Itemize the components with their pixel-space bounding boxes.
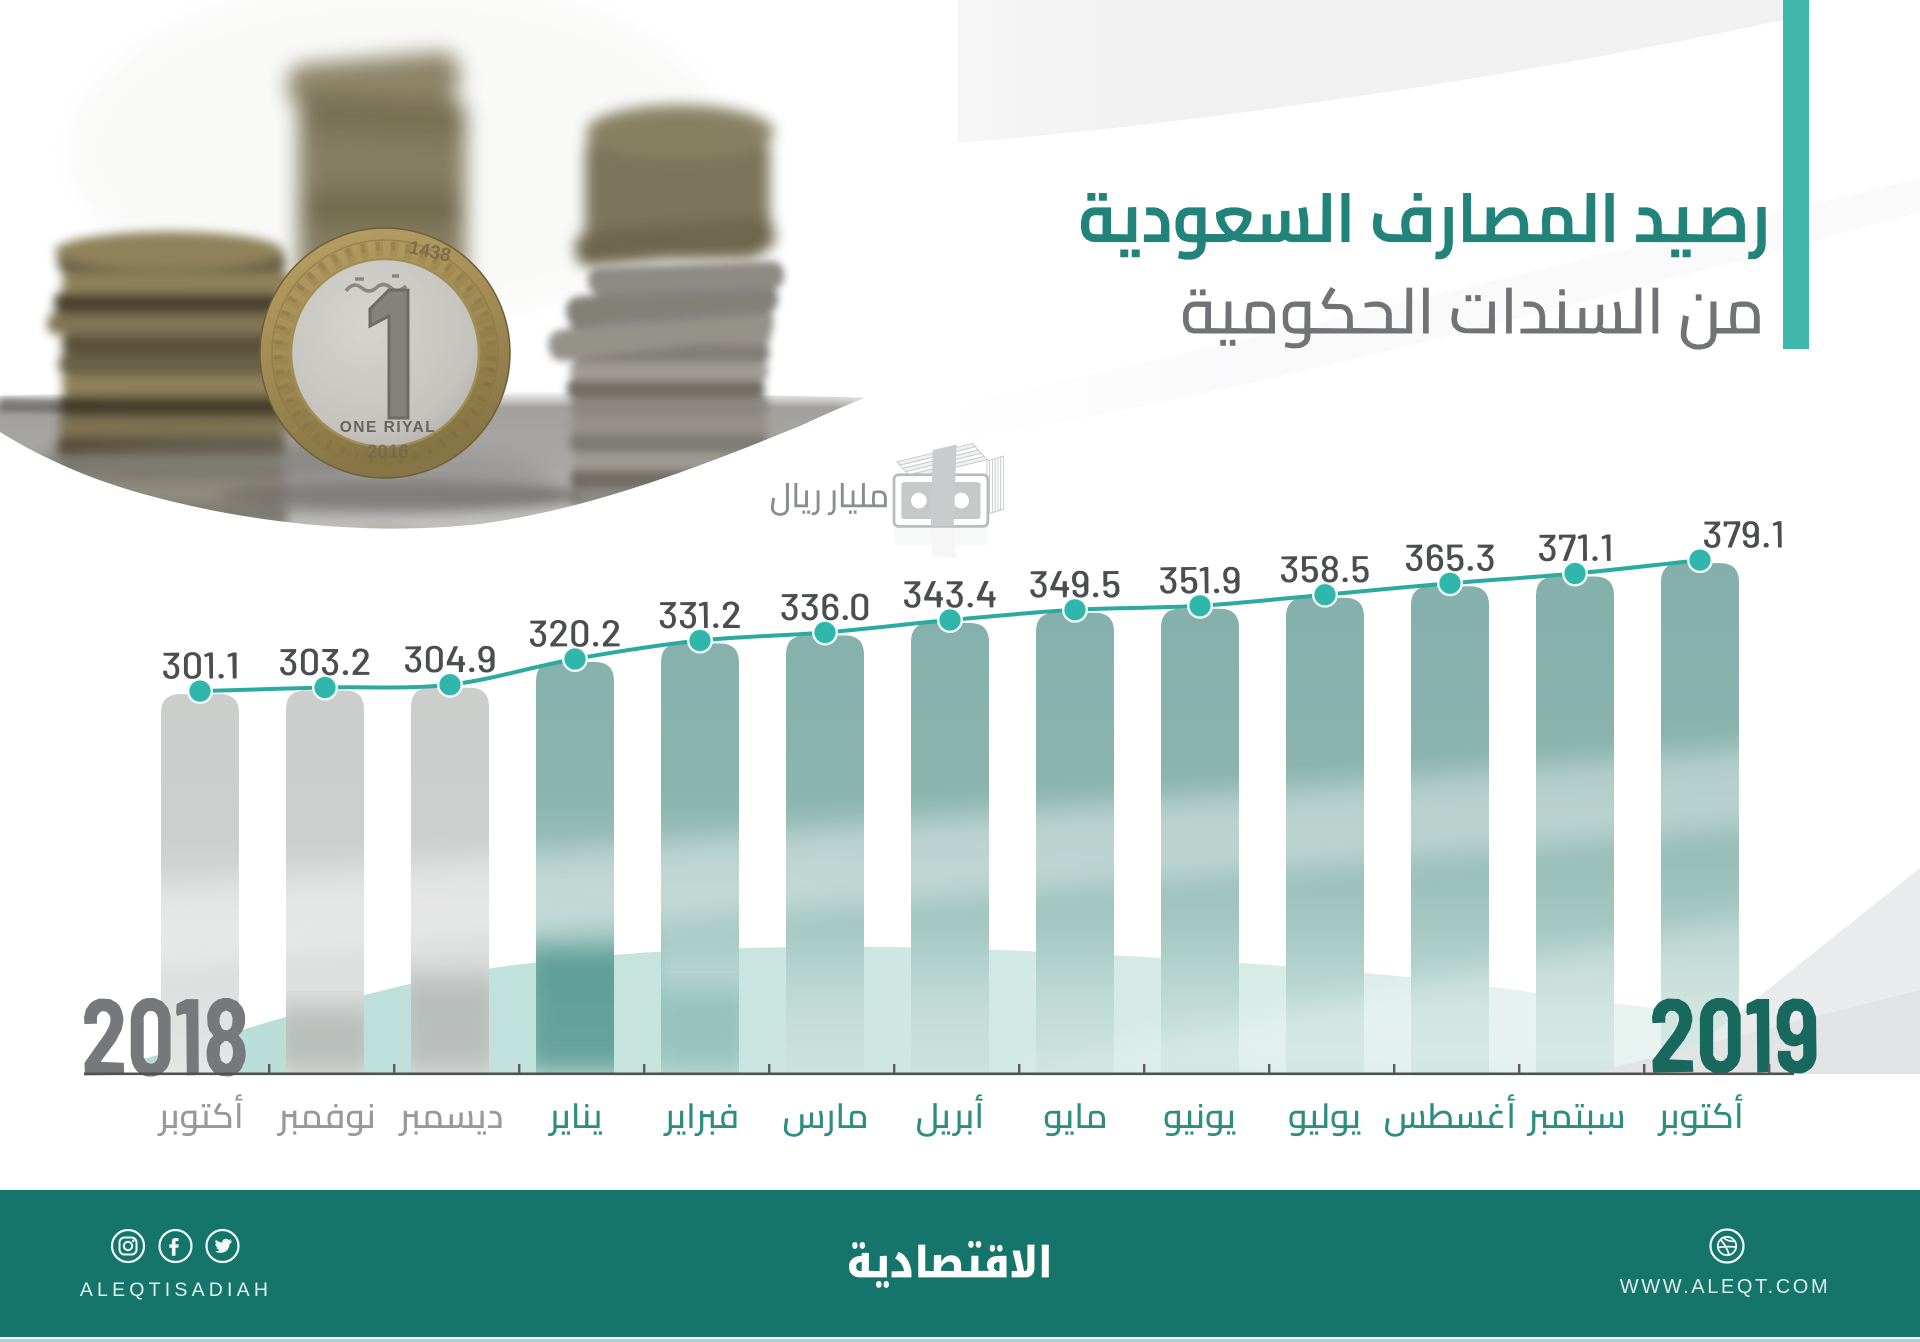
svg-text:ALEQTISADIAH: ALEQTISADIAH bbox=[80, 1279, 272, 1301]
svg-text:ONE RIYAL: ONE RIYAL bbox=[340, 419, 436, 436]
svg-text:WWW.ALEQT.COM: WWW.ALEQT.COM bbox=[1620, 1276, 1830, 1298]
svg-text:2016: 2016 bbox=[367, 442, 409, 463]
